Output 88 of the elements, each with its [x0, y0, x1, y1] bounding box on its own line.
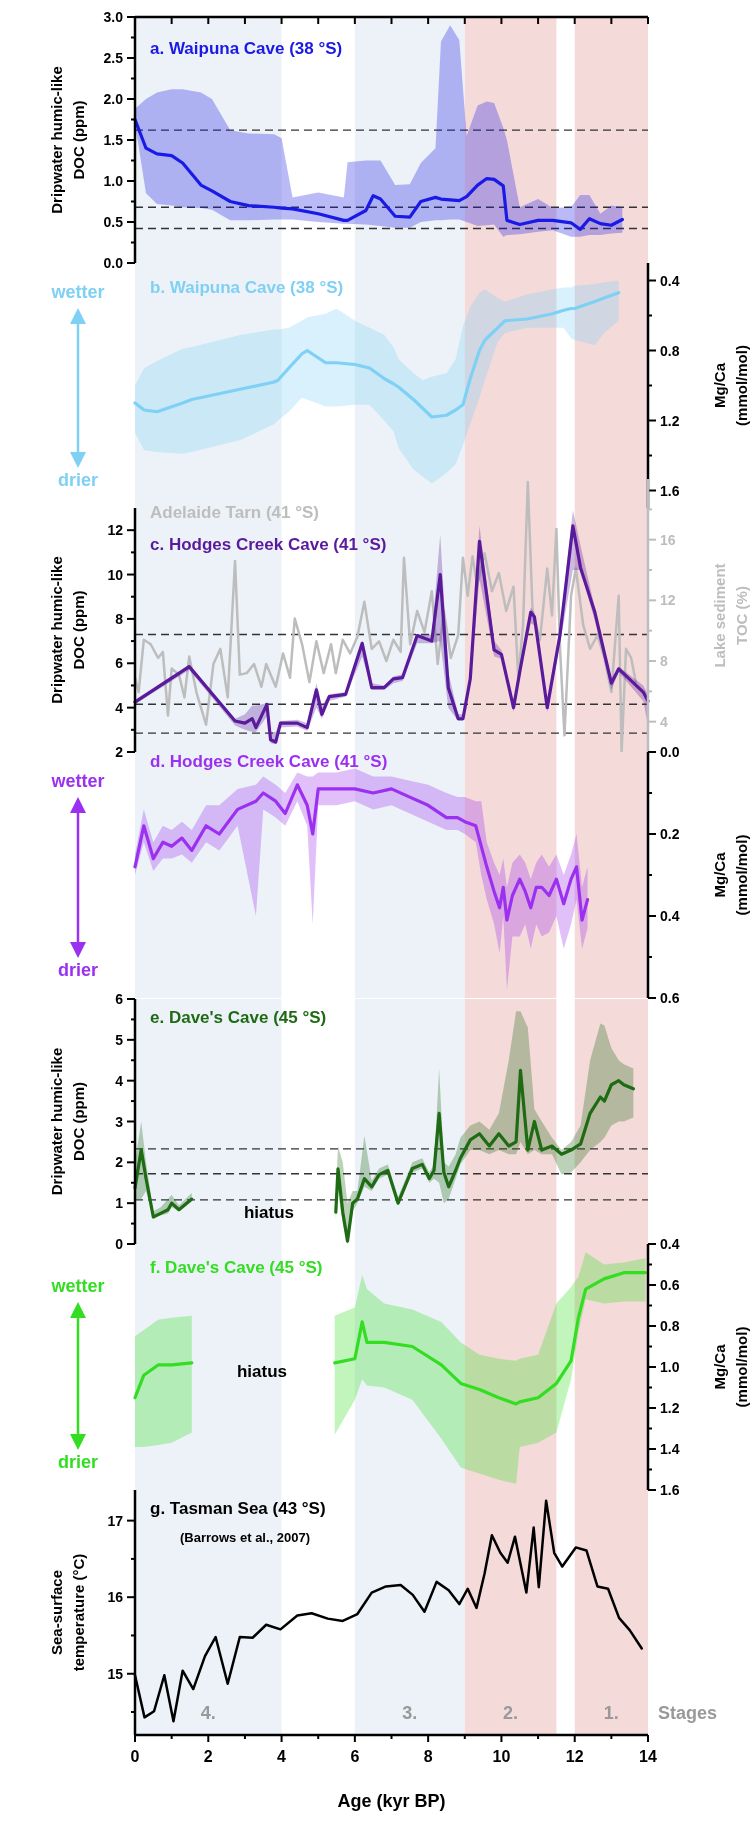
text: wetter: [50, 1276, 105, 1296]
text: Stages: [658, 1703, 718, 1723]
y-tick-label: 4: [115, 699, 124, 716]
x-tick-label: 8: [423, 1748, 433, 1765]
y2-tick-label: 0.6: [660, 990, 680, 1006]
y2-tick-label: 0.8: [660, 1318, 680, 1334]
line-series: [133, 480, 638, 754]
y2-tick-label: 0.6: [660, 1277, 680, 1293]
x-tick-label: 0: [130, 1748, 140, 1765]
y2-tick-label: 0.4: [660, 908, 680, 924]
y-tick-label: 1.0: [103, 173, 124, 189]
series-label: d. Hodges Creek Cave (41 °S): [150, 752, 388, 771]
y-axis-title: Dripwater humic-like DOC (ppm): [48, 1047, 87, 1196]
y2-tick-label: 0.4: [660, 272, 680, 289]
text: b. Waipuna Cave (38 °S): [150, 278, 344, 297]
x-tick-label: 4: [277, 1748, 287, 1765]
y-tick-label: 0.5: [103, 214, 124, 230]
y2-tick-label: 1.0: [660, 1359, 680, 1375]
band-label: 3.: [402, 1703, 418, 1723]
y-tick-label: 15: [107, 1665, 124, 1682]
y-tick-label: 4: [115, 1072, 124, 1089]
text: c. Hodges Creek Cave (41 °S): [150, 535, 387, 554]
y-tick-label: 17: [107, 1512, 124, 1529]
x-tick-label: 6: [350, 1748, 360, 1765]
y-tick-label: 3: [115, 1113, 124, 1130]
y2-tick-label: 1.4: [660, 1441, 680, 1457]
y-tick-label: 3.0: [103, 9, 124, 25]
y-axis-title: Dripwater humic-like DOC (ppm): [48, 556, 87, 704]
y-tick-label: 2.5: [103, 50, 124, 66]
y2-axis-title: Mg/Ca (mmol/mol): [711, 1326, 750, 1408]
text: drier: [57, 960, 99, 980]
y-axis-title: Dripwater humic-like DOC (ppm): [48, 66, 87, 214]
y-tick-label: 8: [115, 610, 124, 627]
y2-tick-label: 16: [660, 531, 676, 548]
y-tick-label: 0: [115, 1236, 124, 1252]
y-tick-label: 10: [107, 566, 124, 583]
text: Adelaide Tarn (41 °S): [150, 503, 319, 522]
y2-tick-label: 1.6: [660, 482, 680, 499]
text: wetter: [50, 771, 105, 791]
line-series: [133, 1361, 194, 1400]
x-tick-label: 14: [639, 1748, 657, 1765]
y2-axis-title: Lake sediment TOC (%): [711, 563, 750, 668]
y2-tick-label: 1.2: [660, 1400, 680, 1416]
band-label: 4.: [200, 1703, 216, 1723]
line-series: [333, 1271, 648, 1406]
x-tick-label: 10: [492, 1748, 511, 1765]
y2-axis-title: Mg/Ca (mmol/mol): [711, 345, 750, 426]
x-axis-title: Age (kyr BP): [337, 1791, 446, 1811]
y-tick-label: 2: [115, 744, 124, 760]
y-tick-label: 0.0: [103, 255, 124, 271]
annotation: hiatus: [236, 1362, 288, 1381]
band-label: 2.: [503, 1703, 519, 1723]
y-tick-label: 2.0: [103, 91, 124, 107]
text: a. Waipuna Cave (38 °S): [150, 39, 343, 58]
y2-tick-label: 0.2: [660, 826, 680, 842]
x-tick-label: 2: [203, 1748, 213, 1765]
y2-tick-label: 1.6: [660, 1482, 680, 1498]
line-series: [133, 783, 590, 922]
text: drier: [57, 1452, 99, 1472]
y2-tick-label: 1.2: [660, 412, 680, 429]
y-axis-title: Sea-surface temperature (°C): [48, 1553, 87, 1672]
text: (Barrows et al., 2007): [180, 1530, 311, 1545]
text: wetter: [50, 282, 105, 302]
text: drier: [57, 470, 99, 490]
y-tick-label: 5: [115, 1031, 124, 1048]
y-tick-label: 2: [115, 1154, 124, 1171]
annotation: hiatus: [243, 1203, 295, 1222]
y2-tick-label: 4: [660, 713, 668, 730]
text: e. Dave's Cave (45 °S): [150, 1008, 327, 1027]
y-tick-label: 1: [115, 1195, 124, 1212]
y-tick-label: 6: [115, 655, 124, 672]
y2-tick-label: 0.0: [660, 744, 680, 760]
y2-tick-label: 8: [660, 653, 668, 669]
y-tick-label: 16: [107, 1589, 124, 1606]
y2-tick-label: 0.4: [660, 1236, 680, 1252]
y2-tick-label: 12: [660, 592, 676, 609]
line-series: [133, 1148, 194, 1219]
y-tick-label: 12: [107, 522, 124, 539]
y-tick-label: 1.5: [103, 132, 124, 148]
line-series: [334, 1068, 635, 1243]
band-label: 1.: [603, 1703, 619, 1723]
line-series: [133, 117, 624, 231]
y2-axis-title: Mg/Ca (mmol/mol): [711, 834, 750, 916]
text: f. Dave's Cave (45 °S): [150, 1258, 323, 1277]
y-tick-label: 6: [115, 991, 124, 1007]
text: g. Tasman Sea (43 °S): [150, 1499, 326, 1518]
x-tick-label: 12: [565, 1748, 584, 1765]
y2-tick-label: 0.8: [660, 342, 680, 359]
